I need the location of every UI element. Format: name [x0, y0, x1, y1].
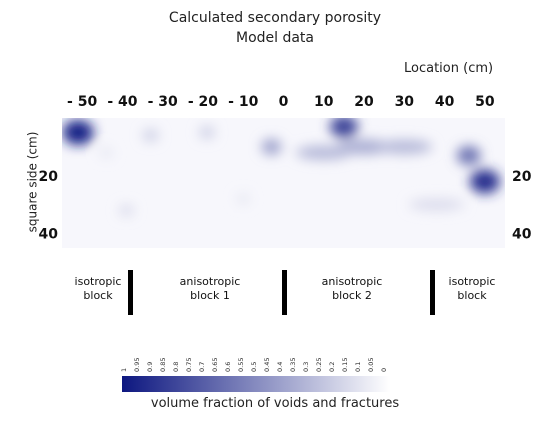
colorbar-gradient	[122, 376, 390, 392]
x-tick-label: - 30	[148, 94, 178, 110]
colorbar-label: volume fraction of voids and fractures	[150, 396, 400, 411]
colorbar-tick-label: 0.9	[146, 362, 154, 372]
colorbar-tick-label: 0.3	[302, 362, 310, 372]
region-divider	[282, 270, 287, 315]
colorbar-tick-label: 1	[120, 368, 128, 372]
y-tick-label-right: 20	[512, 169, 532, 185]
x-tick-label: 20	[354, 94, 374, 110]
region-label-line: isotropic	[74, 275, 122, 288]
x-tick-label: 50	[475, 94, 495, 110]
y-tick-label-left: 20	[39, 169, 59, 185]
chart-title: Calculated secondary porosity	[168, 10, 382, 26]
x-axis-label: Location (cm)	[404, 61, 494, 76]
x-tick-label: - 50	[67, 94, 97, 110]
colorbar-tick-label: 0.35	[289, 358, 297, 372]
x-tick-label: 10	[314, 94, 334, 110]
colorbar-tick-label: 0.2	[328, 362, 336, 372]
colorbar-tick-label: 0.85	[159, 358, 167, 372]
region-label: isotropic block	[432, 275, 512, 303]
heatmap-hotspot	[329, 118, 358, 138]
heatmap-chart: - 50 - 40 - 30 - 20 - 10 0 10 20 30 40 50 20 20 40 40	[38, 94, 532, 248]
heatmap-hotspot	[456, 145, 481, 166]
y-tick-label-right: 40	[512, 227, 532, 243]
colorbar-tick-label: 0.6	[224, 362, 232, 372]
region-divider	[128, 270, 133, 315]
colorbar-tick-label: 0.45	[263, 358, 271, 372]
plot-area	[62, 118, 505, 248]
region-label-line: block	[457, 289, 487, 302]
x-tick-label: 0	[279, 94, 289, 110]
region-label-line: block	[83, 289, 113, 302]
region-label-line: anisotropic	[179, 275, 241, 288]
heatmap-hotspot	[62, 120, 94, 145]
region-label-line: isotropic	[448, 275, 496, 288]
heatmap-hotspot	[198, 126, 215, 139]
colorbar: 1 0.95 0.9 0.85 0.8 0.75 0.7 0.65 0.6 0.55 0.5 0.45…	[120, 358, 390, 392]
heatmap-hotspot	[118, 204, 134, 217]
x-tick-label: - 10	[228, 94, 258, 110]
heatmap-hotspot	[408, 198, 465, 211]
x-tick-label: 30	[395, 94, 415, 110]
heatmap-hotspot	[469, 169, 500, 194]
colorbar-tick-label: 0.5	[250, 362, 258, 372]
colorbar-tick-label: 0.65	[211, 358, 219, 372]
chart-subtitle: Model data	[235, 30, 315, 46]
x-tick-label: 40	[435, 94, 455, 110]
colorbar-tick-label: 0.55	[237, 358, 245, 372]
region-label-line: anisotropic	[321, 275, 383, 288]
heatmap-hotspot	[142, 128, 159, 142]
heatmap-hotspot	[236, 193, 251, 205]
colorbar-tick-label: 0.8	[172, 362, 180, 372]
colorbar-tick-label: 0.15	[341, 358, 349, 372]
x-tick-label: - 40	[107, 94, 137, 110]
heatmap-hotspot	[295, 145, 352, 160]
heatmap-hotspot	[376, 139, 433, 155]
colorbar-tick-label: 0.1	[354, 362, 362, 372]
colorbar-tick-label: 0.95	[133, 358, 141, 372]
heatmap-hotspot	[261, 138, 282, 155]
region-label: anisotropic block 1	[150, 275, 270, 303]
region-label: anisotropic block 2	[292, 275, 412, 303]
x-tick-label: - 20	[188, 94, 218, 110]
region-label-line: block 2	[332, 289, 372, 302]
region-label-line: block 1	[190, 289, 230, 302]
colorbar-tick-label: 0.75	[185, 358, 193, 372]
region-label: isotropic block	[58, 275, 138, 303]
colorbar-tick-label: 0	[380, 368, 388, 372]
colorbar-tick-label: 0.7	[198, 362, 206, 372]
colorbar-tick-label: 0.4	[276, 362, 284, 372]
colorbar-tick-label: 0.25	[315, 358, 323, 372]
heatmap-hotspot	[99, 147, 114, 159]
y-tick-label-left: 40	[39, 227, 59, 243]
region-divider	[430, 270, 435, 315]
colorbar-tick-label: 0.05	[367, 358, 375, 372]
